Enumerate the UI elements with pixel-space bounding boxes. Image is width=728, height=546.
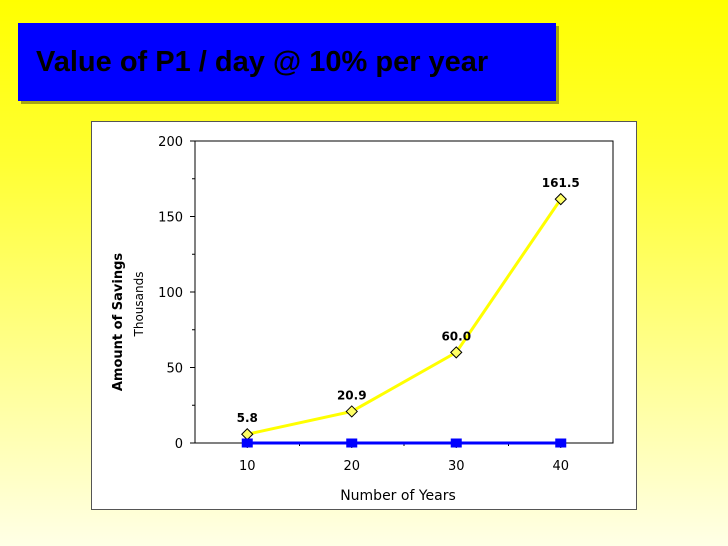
chart-frame: 0 50 100 150 200 10 20 30 40 5.8 20.9 60.0 161.5 Nu… <box>91 121 637 510</box>
y-tick-label: 50 <box>166 362 183 377</box>
x-tick-label: 40 <box>552 459 569 474</box>
baseline-point <box>555 438 567 448</box>
page-title: Value of P1 / day @ 10% per year <box>36 45 489 78</box>
x-axis-title: Number of Years <box>340 488 456 504</box>
x-tick-label: 10 <box>239 459 256 474</box>
baseline-point <box>241 438 253 448</box>
data-label: 20.9 <box>337 388 367 402</box>
data-label: 5.8 <box>237 411 258 425</box>
title-banner: Value of P1 / day @ 10% per year <box>18 23 556 101</box>
savings-point <box>345 405 358 418</box>
data-label: 60.0 <box>441 329 471 343</box>
y-tick-label: 200 <box>158 135 183 150</box>
x-tick-label: 30 <box>448 459 465 474</box>
y-axis-unit: Thousands <box>132 272 146 338</box>
baseline-point <box>346 438 358 448</box>
savings-point <box>450 346 463 359</box>
savings-point <box>554 192 567 206</box>
x-tick-label: 20 <box>343 459 360 474</box>
y-axis-title: Amount of Savings <box>111 253 126 392</box>
data-label: 161.5 <box>542 176 580 190</box>
y-tick-label: 150 <box>158 211 183 226</box>
savings-line <box>246 198 562 436</box>
savings-chart: 0 50 100 150 200 10 20 30 40 5.8 20.9 60.0 161.5 Nu… <box>111 135 614 504</box>
savings-point <box>241 428 254 441</box>
y-tick-label: 0 <box>175 437 183 452</box>
baseline-point <box>450 438 462 448</box>
y-tick-label: 100 <box>158 286 183 301</box>
